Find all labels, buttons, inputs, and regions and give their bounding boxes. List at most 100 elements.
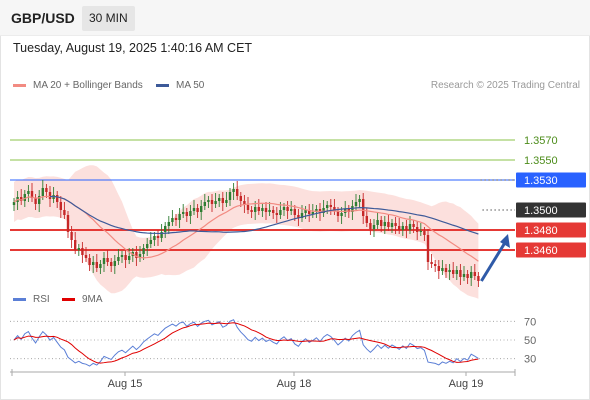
- candle-body: [38, 196, 41, 204]
- candle-body: [174, 218, 178, 220]
- ma50-swatch: [156, 84, 169, 87]
- candle-body: [376, 220, 379, 225]
- level-label-1.3530: 1.3530: [524, 175, 558, 187]
- candle-body: [387, 222, 390, 227]
- candle-body: [232, 189, 235, 192]
- candle-body: [63, 210, 66, 215]
- candle-body: [286, 207, 289, 211]
- candle-body: [408, 224, 412, 230]
- candle-body: [221, 198, 224, 203]
- ma50-line: [49, 195, 479, 235]
- candle-body: [308, 210, 311, 214]
- rsi-label: RSI: [33, 294, 50, 305]
- candle-body: [358, 199, 361, 202]
- candle-body: [178, 214, 181, 220]
- candle-body: [135, 252, 138, 258]
- candle-body: [45, 188, 48, 192]
- candle-body: [66, 215, 70, 232]
- candle-body: [207, 200, 210, 202]
- projection-arrow-shaft: [480, 240, 508, 282]
- candle-body: [419, 231, 422, 232]
- level-label-1.3460: 1.3460: [524, 245, 558, 257]
- candle-body: [336, 211, 340, 216]
- candle-body: [124, 255, 127, 260]
- level-tag-1.3500: [516, 202, 586, 218]
- chart-header: GBP/USD 30 MIN: [0, 0, 590, 36]
- candle-body: [117, 257, 120, 261]
- candle-body: [88, 258, 91, 265]
- candle-body: [462, 274, 466, 277]
- candle-body: [272, 210, 275, 213]
- candle-body: [84, 255, 88, 258]
- candle-body: [203, 202, 206, 206]
- candle-body: [365, 216, 368, 223]
- candle-body: [455, 270, 458, 274]
- candle-body: [444, 268, 448, 272]
- candle-body: [315, 209, 318, 212]
- rsi-ma-swatch: [62, 298, 75, 301]
- candle-body: [423, 231, 426, 235]
- chart-datetime: Tuesday, August 19, 2025 1:40:16 AM CET: [13, 41, 253, 55]
- candle-body: [30, 191, 34, 198]
- legend-ma20: MA 20 + Bollinger Bands: [13, 80, 143, 91]
- candle-body: [236, 189, 239, 196]
- candle-body: [398, 226, 401, 230]
- candle-body: [390, 223, 394, 227]
- candle-body: [20, 197, 23, 201]
- candle-body: [264, 208, 268, 212]
- candle-body: [149, 240, 152, 244]
- candle-body: [416, 227, 419, 232]
- candle-body: [354, 202, 358, 206]
- candle-body: [200, 206, 203, 212]
- candle-body: [441, 268, 444, 271]
- candle-body: [275, 213, 278, 215]
- candle-body: [311, 212, 314, 214]
- candle-body: [138, 254, 142, 258]
- candle-body: [322, 208, 325, 213]
- research-credit: Research © 2025 Trading Central: [430, 80, 580, 91]
- candle-body: [189, 211, 192, 216]
- candle-body: [257, 207, 260, 211]
- candle-body: [153, 236, 156, 240]
- candle-body: [182, 212, 185, 214]
- candle-body: [106, 258, 109, 262]
- candle-body: [218, 198, 221, 201]
- candle-body: [171, 218, 174, 222]
- candle-body: [23, 194, 26, 201]
- candle-body: [185, 212, 188, 216]
- candle-body: [95, 262, 98, 268]
- candle-body: [369, 223, 372, 229]
- rsi-level-label-30: 30: [524, 354, 536, 366]
- candle-body: [430, 262, 433, 264]
- candle-body: [214, 201, 217, 204]
- candle-body: [167, 222, 170, 226]
- level-label-1.3550: 1.3550: [524, 155, 558, 167]
- candle-body: [394, 223, 397, 226]
- candle-body: [279, 210, 282, 215]
- rsi-ma-line: [13, 322, 479, 364]
- candle-body: [293, 209, 296, 215]
- candle-body: [110, 262, 113, 266]
- level-tag-1.3480: [516, 222, 586, 238]
- level-tag-1.3460: [516, 242, 586, 258]
- candle-body: [434, 264, 437, 266]
- candle-body: [196, 208, 199, 212]
- x-tick-label: Aug 15: [108, 378, 143, 390]
- candle-body: [250, 210, 253, 212]
- candle-body: [77, 248, 80, 250]
- ma20-label: MA 20 + Bollinger Bands: [33, 80, 143, 91]
- timeframe-selector[interactable]: 30 MIN: [82, 6, 135, 31]
- candle-body: [340, 213, 343, 216]
- candle-body: [210, 200, 214, 204]
- candle-body: [372, 225, 376, 229]
- rsi-swatch: [13, 298, 26, 301]
- x-tick-label: Aug 18: [277, 378, 312, 390]
- candle-body: [351, 206, 354, 212]
- legend-rsi-ma: 9MA: [62, 294, 103, 305]
- candle-body: [477, 276, 480, 281]
- candle-body: [102, 258, 106, 264]
- ma20-line: [13, 195, 479, 262]
- rsi-level-label-50: 50: [524, 335, 536, 347]
- candle-body: [27, 191, 30, 194]
